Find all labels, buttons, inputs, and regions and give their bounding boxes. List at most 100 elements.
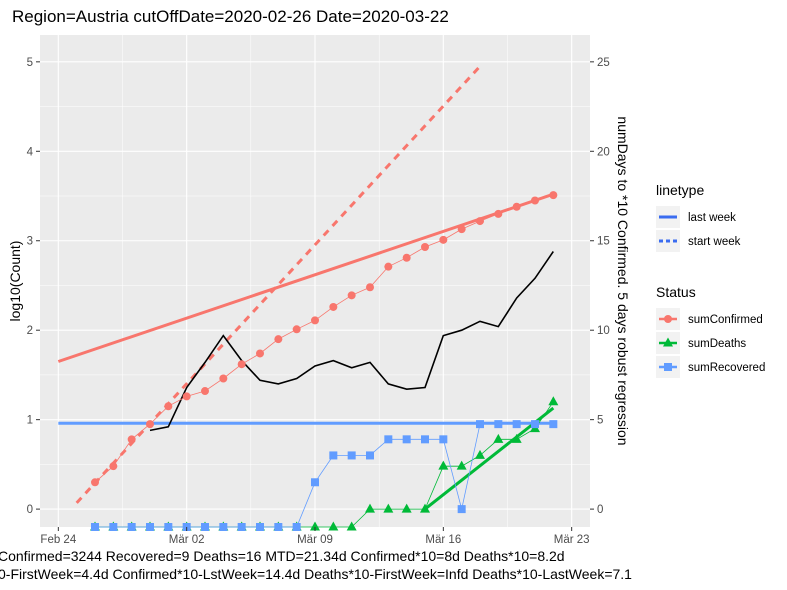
series-sumRecovered (91, 420, 558, 531)
y-axis-left: 0 1 2 3 4 5 (27, 57, 40, 516)
data-point-sumConfirmed (402, 253, 411, 262)
data-point-sumConfirmed (457, 225, 466, 234)
legend-label: sumConfirmed (688, 314, 763, 326)
legend-label: last week (688, 212, 736, 224)
data-point-sumConfirmed (494, 209, 503, 218)
y-tick-label: 5 (27, 57, 33, 69)
data-point-sumRecovered (109, 523, 118, 531)
legend-key-square (664, 363, 672, 371)
legend-key-circle (664, 315, 672, 323)
data-point-sumDeaths (346, 521, 357, 531)
data-point-sumDeaths (456, 460, 467, 470)
data-point-sumConfirmed (549, 191, 558, 200)
data-point-sumRecovered (421, 435, 429, 444)
y2-tick-label: 10 (597, 325, 610, 337)
y2-tick-label: 5 (597, 415, 603, 427)
data-point-sumConfirmed (384, 262, 393, 271)
y2-axis-title: numDays to *10 Confirmed. 5 days robust … (615, 116, 631, 445)
data-point-sumConfirmed (329, 302, 338, 311)
y-tick-label: 2 (27, 325, 33, 337)
data-point-sumRecovered (512, 420, 521, 429)
data-point-sumDeaths (365, 503, 375, 513)
x-tick-label: Mär 09 (297, 534, 333, 546)
y-tick-label: 4 (27, 146, 34, 158)
data-point-sumConfirmed (164, 402, 173, 411)
legend: linetype last week start week Status sumC… (656, 182, 765, 378)
data-point-sumDeaths (401, 503, 412, 513)
data-point-sumRecovered (311, 478, 319, 487)
data-point-sumConfirmed (421, 243, 429, 252)
data-point-sumDeaths (438, 460, 449, 470)
data-point-sumRecovered (219, 523, 228, 531)
data-point-sumDeaths (548, 396, 559, 406)
data-point-sumConfirmed (219, 374, 228, 383)
series-sumConfirmed (91, 191, 558, 487)
data-point-sumConfirmed (531, 196, 539, 205)
data-point-sumDeaths (310, 521, 320, 531)
data-point-sumRecovered (274, 523, 283, 531)
data-point-sumRecovered (384, 435, 393, 444)
data-point-sumDeaths (328, 521, 339, 531)
y2-tick-label: 25 (597, 57, 610, 69)
data-point-sumConfirmed (274, 335, 283, 344)
x-tick-label: Mär 02 (169, 534, 205, 546)
numdays-line (149, 251, 554, 432)
chart-title: Region=Austria cutOffDate=2020-02-26 Dat… (12, 7, 449, 26)
data-point-sumConfirmed (366, 283, 374, 292)
data-point-sumRecovered (402, 435, 411, 444)
data-point-sumDeaths (475, 449, 485, 459)
data-point-sumConfirmed (292, 325, 301, 334)
data-point-sumRecovered (329, 451, 338, 460)
data-point-sumRecovered (91, 523, 99, 531)
legend-label: sumDeaths (688, 338, 746, 350)
data-point-sumConfirmed (476, 217, 484, 226)
data-point-sumRecovered (531, 420, 539, 429)
data-point-sumConfirmed (237, 360, 246, 369)
data-point-sumConfirmed (256, 349, 264, 358)
data-point-sumRecovered (146, 523, 154, 531)
data-point-sumConfirmed (311, 316, 319, 325)
x-tick-label: Mär 23 (554, 534, 590, 546)
data-point-sumRecovered (164, 523, 173, 531)
y2-tick-label: 20 (597, 146, 610, 158)
data-point-sumRecovered (347, 451, 356, 460)
legend-label: sumRecovered (688, 362, 765, 374)
data-point-sumRecovered (439, 435, 448, 444)
legend-linetype-title: linetype (656, 182, 704, 198)
y-tick-label: 3 (27, 236, 33, 248)
data-point-sumRecovered (292, 523, 301, 531)
fit-line-sumConfirmed-start-week (75, 65, 482, 504)
plot-panel (40, 35, 590, 531)
data-point-sumConfirmed (109, 462, 118, 471)
data-point-sumRecovered (457, 505, 466, 514)
caption-line-2: 0-FirstWeek=4.4d Confirmed*10-LstWeek=14… (0, 566, 632, 582)
caption-line-1: Confirmed=3244 Recovered=9 Deaths=16 MTD… (0, 548, 565, 564)
data-point-sumRecovered (201, 523, 209, 531)
data-point-sumDeaths (420, 503, 430, 513)
data-point-sumRecovered (494, 420, 503, 429)
data-point-sumRecovered (476, 420, 484, 429)
data-point-sumConfirmed (146, 420, 154, 429)
x-tick-label: Feb 24 (40, 534, 76, 546)
data-point-sumRecovered (256, 523, 264, 531)
data-point-sumConfirmed (201, 387, 209, 396)
data-point-sumConfirmed (127, 435, 136, 444)
data-point-sumConfirmed (347, 291, 356, 300)
data-point-sumDeaths (493, 433, 504, 443)
y2-tick-label: 0 (597, 504, 603, 516)
y2-tick-label: 15 (597, 236, 610, 248)
y-tick-label: 0 (27, 504, 33, 516)
data-point-sumRecovered (366, 451, 374, 460)
data-point-sumDeaths (383, 503, 394, 513)
data-point-sumRecovered (549, 420, 558, 429)
legend-status-title: Status (656, 284, 696, 300)
data-point-sumConfirmed (182, 392, 191, 401)
data-point-sumRecovered (127, 523, 136, 531)
data-point-sumDeaths (511, 433, 522, 443)
legend-key-triangle (663, 337, 673, 347)
fit-line-sumConfirmed-last-week (57, 192, 554, 363)
y-axis-right: 0 5 10 15 20 25 (590, 57, 610, 516)
data-point-sumRecovered (237, 523, 246, 531)
data-point-sumConfirmed (512, 202, 521, 211)
